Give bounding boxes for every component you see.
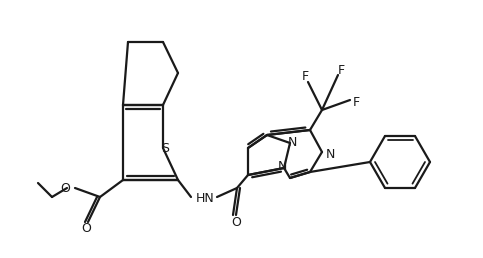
Text: HN: HN bbox=[196, 191, 214, 205]
Text: S: S bbox=[161, 141, 169, 155]
Text: N: N bbox=[277, 160, 287, 173]
Text: O: O bbox=[60, 181, 70, 195]
Text: N: N bbox=[326, 148, 335, 160]
Text: F: F bbox=[353, 95, 359, 109]
Text: F: F bbox=[301, 70, 309, 84]
Text: N: N bbox=[287, 135, 297, 149]
Text: O: O bbox=[81, 222, 91, 236]
Text: O: O bbox=[231, 216, 241, 230]
Text: F: F bbox=[338, 63, 344, 77]
